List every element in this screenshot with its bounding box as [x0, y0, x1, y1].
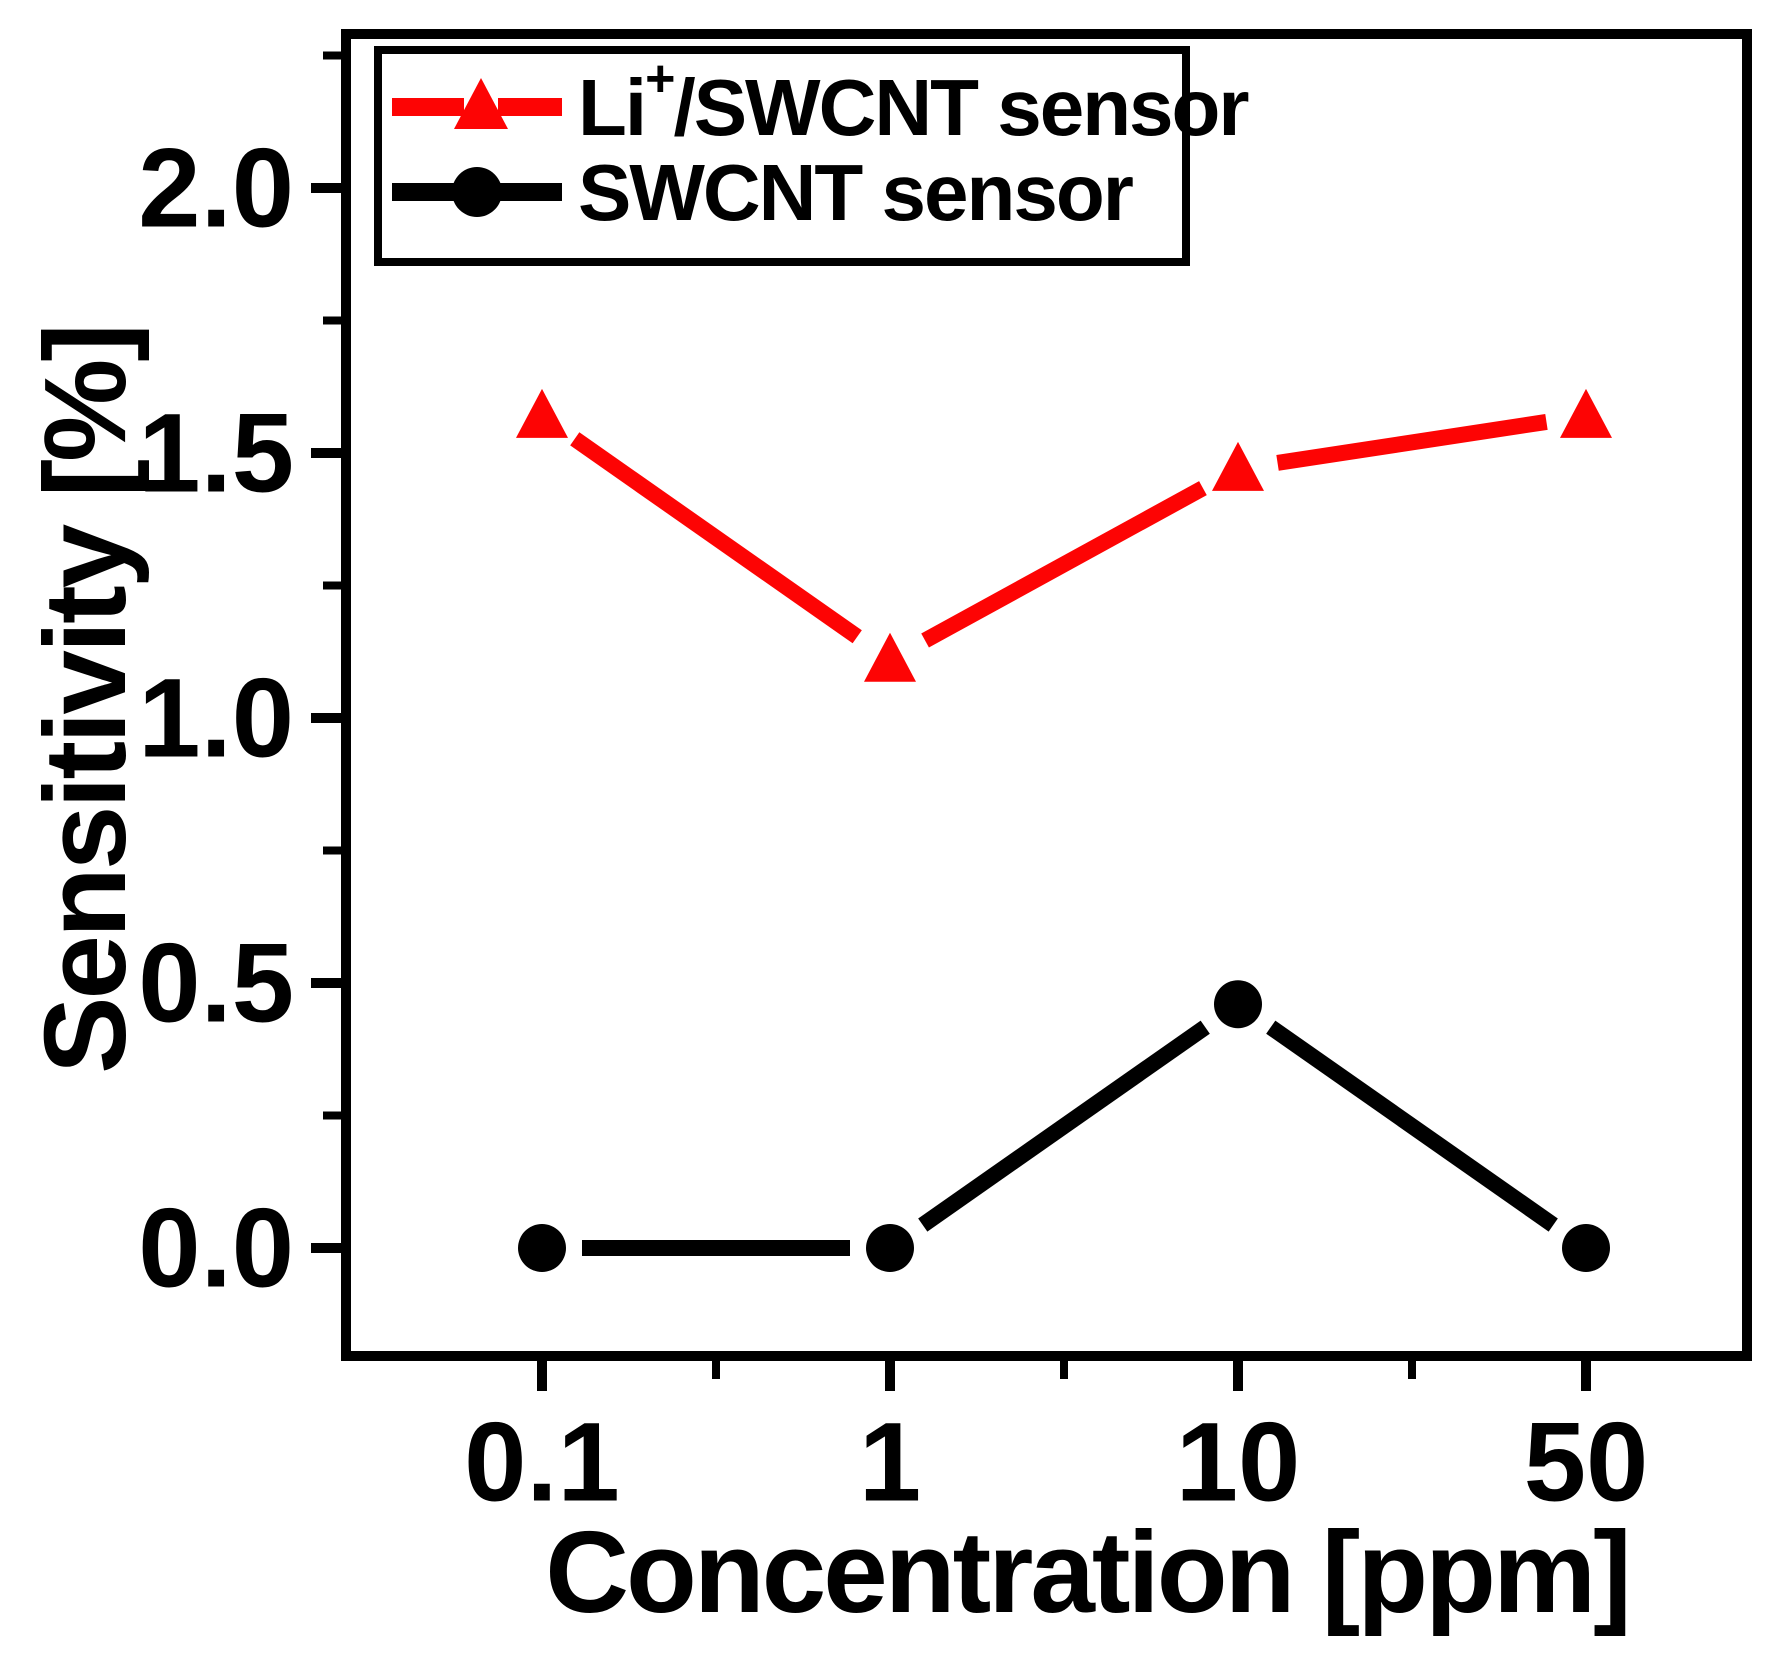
data-series — [516, 388, 1612, 1272]
plot-frame-rect — [341, 29, 1752, 1361]
y-tick-label: 1.0 — [138, 656, 294, 781]
x-tick-label: 10 — [1176, 1400, 1301, 1525]
y-tick-label: 0.5 — [138, 921, 294, 1046]
series-line-segment — [918, 1020, 1210, 1232]
data-point-marker-triangle — [516, 388, 568, 438]
x-axis-title: Concentration [ppm] — [545, 1507, 1629, 1637]
x-axis: 0.1 1 10 50 — [464, 1361, 1648, 1525]
x-tick-label: 50 — [1524, 1400, 1649, 1525]
data-point-marker-triangle — [1212, 441, 1264, 491]
y-axis-title: Sensitivity [%] — [20, 326, 150, 1074]
y-tick-label: 1.5 — [138, 391, 294, 516]
y-tick-label: 2.0 — [138, 126, 294, 251]
data-point-marker-circle — [1562, 1224, 1610, 1272]
plot-frame — [341, 29, 1752, 1361]
data-point-marker-circle — [1214, 980, 1262, 1029]
series-line-segment — [921, 481, 1207, 648]
data-point-marker-triangle — [864, 632, 916, 682]
legend-label: Li+/SWCNT sensor — [578, 50, 1248, 152]
legend-marker-triangle — [454, 78, 508, 129]
series-line-segment — [570, 432, 862, 644]
y-tick-label: 0.0 — [138, 1186, 294, 1311]
legend-label: SWCNT sensor — [578, 148, 1133, 237]
x-tick-label: 1 — [859, 1400, 921, 1525]
data-point-marker-circle — [518, 1224, 566, 1272]
series-line-segment — [1276, 414, 1548, 471]
legend-marker-circle — [452, 167, 502, 217]
series-line-segment — [1266, 1020, 1558, 1232]
y-axis: 0.0 0.5 1.0 1.5 2.0 — [138, 51, 341, 1311]
x-tick-label: 0.1 — [464, 1400, 620, 1525]
data-point-marker-triangle — [1560, 388, 1612, 438]
data-point-marker-circle — [866, 1224, 914, 1272]
legend-frame — [374, 46, 1190, 266]
